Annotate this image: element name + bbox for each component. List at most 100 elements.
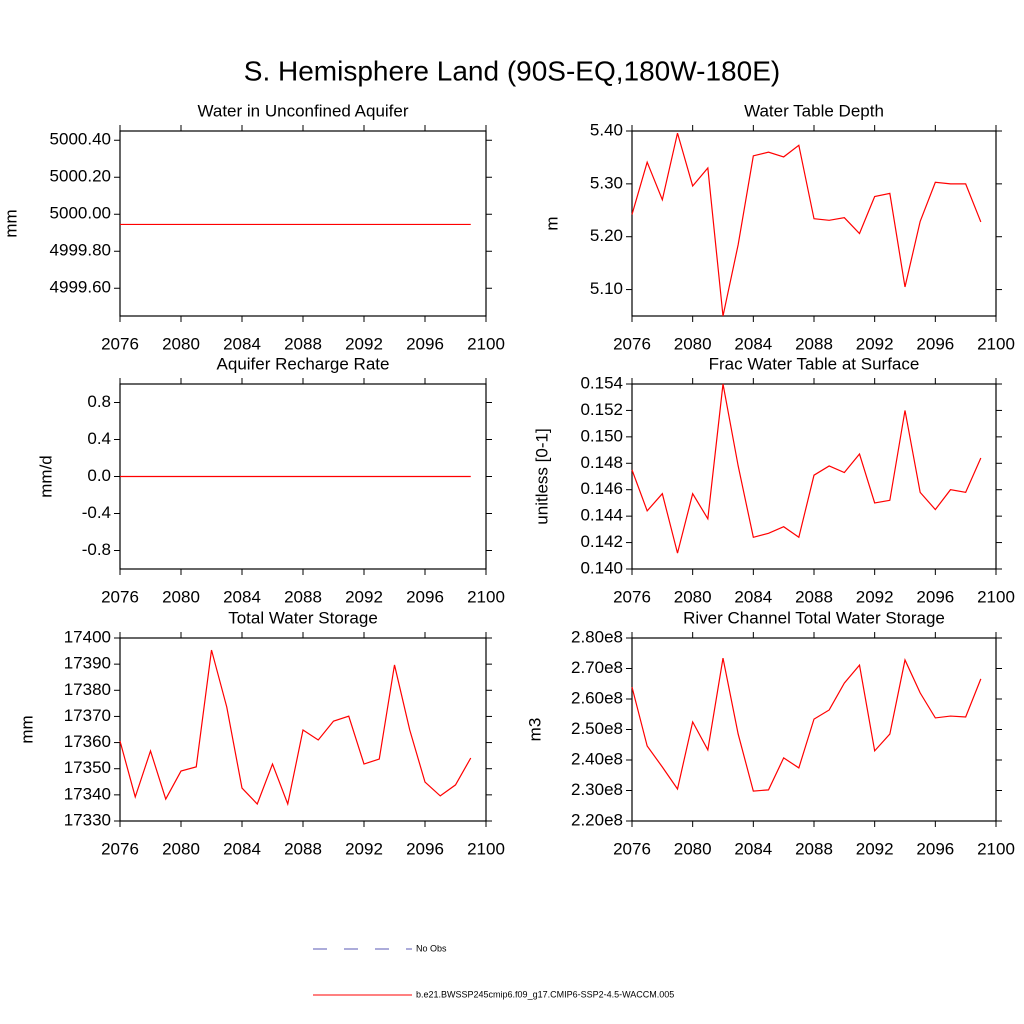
x-tick-label: 2088 [284, 839, 322, 858]
y-tick-label: 2.70e8 [571, 658, 623, 677]
y-tick-label: 0.154 [580, 373, 623, 392]
y-tick-label: 4999.60 [50, 278, 111, 297]
panel: Water Table Depth m 5.10 5.20 5.30 5.40 2076 20… [542, 101, 1014, 353]
x-tick-label: 2084 [223, 839, 261, 858]
y-axis-title: mm/d [36, 455, 55, 498]
y-tick-label: 17330 [64, 810, 111, 829]
panel-title: Frac Water Table at Surface [709, 354, 920, 373]
y-axis-title: mm [17, 715, 36, 743]
y-tick-label: 17350 [64, 758, 111, 777]
x-tick-label: 2076 [101, 334, 139, 353]
plot-frame [631, 130, 997, 317]
x-tick-label: 2084 [223, 587, 261, 606]
x-tick-label: 2096 [916, 839, 954, 858]
y-tick-label: 0.8 [87, 392, 111, 411]
x-tick-label: 2076 [613, 334, 651, 353]
x-tick-label: 2080 [162, 839, 200, 858]
x-tick-label: 2092 [345, 587, 383, 606]
x-tick-label: 2088 [795, 334, 833, 353]
x-tick-label: 2100 [977, 587, 1015, 606]
x-tick-label: 2096 [916, 587, 954, 606]
x-tick-label: 2100 [977, 839, 1015, 858]
x-tick-label: 2080 [674, 334, 712, 353]
panel-title: Water in Unconfined Aquifer [197, 101, 408, 120]
y-tick-label: 5.30 [590, 173, 623, 192]
y-tick-label: 0.4 [87, 429, 111, 448]
panel: Water in Unconfined Aquifer mm 4999.60 4999… [1, 101, 504, 353]
x-tick-label: 2084 [223, 334, 261, 353]
x-tick-label: 2080 [674, 587, 712, 606]
x-tick-label: 2092 [856, 587, 894, 606]
y-tick-label: 5.40 [590, 120, 623, 139]
panel: Aquifer Recharge Rate mm/d -0.8 -0.4 0.0 0.4 0… [36, 354, 504, 606]
y-tick-label: 5.10 [590, 279, 623, 298]
y-tick-label: 17380 [64, 680, 111, 699]
plot-frame [631, 637, 997, 822]
y-tick-label: 0.150 [580, 426, 623, 445]
plot-frame [119, 130, 487, 317]
x-tick-label: 2096 [406, 587, 444, 606]
y-tick-label: 5000.00 [50, 204, 111, 223]
x-tick-label: 2088 [284, 587, 322, 606]
panel-title: Total Water Storage [228, 608, 378, 627]
x-tick-label: 2092 [856, 334, 894, 353]
y-axis-title: m3 [525, 718, 544, 742]
x-tick-label: 2088 [795, 587, 833, 606]
y-tick-label: 17340 [64, 784, 111, 803]
y-axis-title: m [542, 216, 561, 230]
y-tick-label: 0.0 [87, 466, 111, 485]
y-tick-label: 0.146 [580, 479, 623, 498]
x-tick-label: 2088 [284, 334, 322, 353]
x-tick-label: 2076 [613, 587, 651, 606]
data-line [631, 658, 982, 792]
y-tick-label: 17370 [64, 706, 111, 725]
x-tick-label: 2092 [856, 839, 894, 858]
x-tick-label: 2076 [101, 587, 139, 606]
panel-title: River Channel Total Water Storage [683, 608, 945, 627]
y-tick-label: 5000.40 [50, 130, 111, 149]
data-line [119, 649, 472, 807]
panel-title: Water Table Depth [744, 101, 884, 120]
x-tick-label: 2084 [734, 587, 772, 606]
legend-label: b.e21.BWSSP245cmip6.f09_g17.CMIP6-SSP2-4… [416, 989, 674, 999]
x-tick-label: 2080 [162, 587, 200, 606]
y-tick-label: 0.140 [580, 558, 623, 577]
x-tick-label: 2088 [795, 839, 833, 858]
y-tick-label: 17390 [64, 654, 111, 673]
x-tick-label: 2092 [345, 334, 383, 353]
y-tick-label: -0.8 [82, 540, 111, 559]
y-tick-label: 17360 [64, 732, 111, 751]
y-tick-label: 17400 [64, 627, 111, 646]
legend-label: No Obs [416, 943, 447, 953]
y-tick-label: 0.152 [580, 400, 623, 419]
x-tick-label: 2092 [345, 839, 383, 858]
x-tick-label: 2096 [406, 839, 444, 858]
x-tick-label: 2080 [162, 334, 200, 353]
y-tick-label: 2.80e8 [571, 627, 623, 646]
y-tick-label: 2.60e8 [571, 688, 623, 707]
x-tick-label: 2096 [916, 334, 954, 353]
y-tick-label: 2.30e8 [571, 780, 623, 799]
x-tick-label: 2076 [613, 839, 651, 858]
x-tick-label: 2100 [467, 334, 505, 353]
x-tick-label: 2100 [467, 839, 505, 858]
y-tick-label: 0.148 [580, 453, 623, 472]
x-tick-label: 2100 [977, 334, 1015, 353]
panel: Frac Water Table at Surface unitless [0-1… [532, 354, 1014, 606]
y-tick-label: 2.50e8 [571, 719, 623, 738]
y-tick-label: 4999.80 [50, 241, 111, 260]
y-tick-label: 5.20 [590, 226, 623, 245]
x-tick-label: 2096 [406, 334, 444, 353]
data-line [631, 132, 982, 317]
y-tick-label: 0.144 [580, 506, 623, 525]
data-line [631, 383, 982, 554]
panel-title: Aquifer Recharge Rate [217, 354, 390, 373]
x-tick-label: 2100 [467, 587, 505, 606]
y-tick-label: 2.40e8 [571, 749, 623, 768]
x-tick-label: 2076 [101, 839, 139, 858]
y-tick-label: 5000.20 [50, 167, 111, 186]
y-axis-title: unitless [0-1] [532, 428, 551, 524]
x-tick-label: 2084 [734, 334, 772, 353]
x-tick-label: 2080 [674, 839, 712, 858]
